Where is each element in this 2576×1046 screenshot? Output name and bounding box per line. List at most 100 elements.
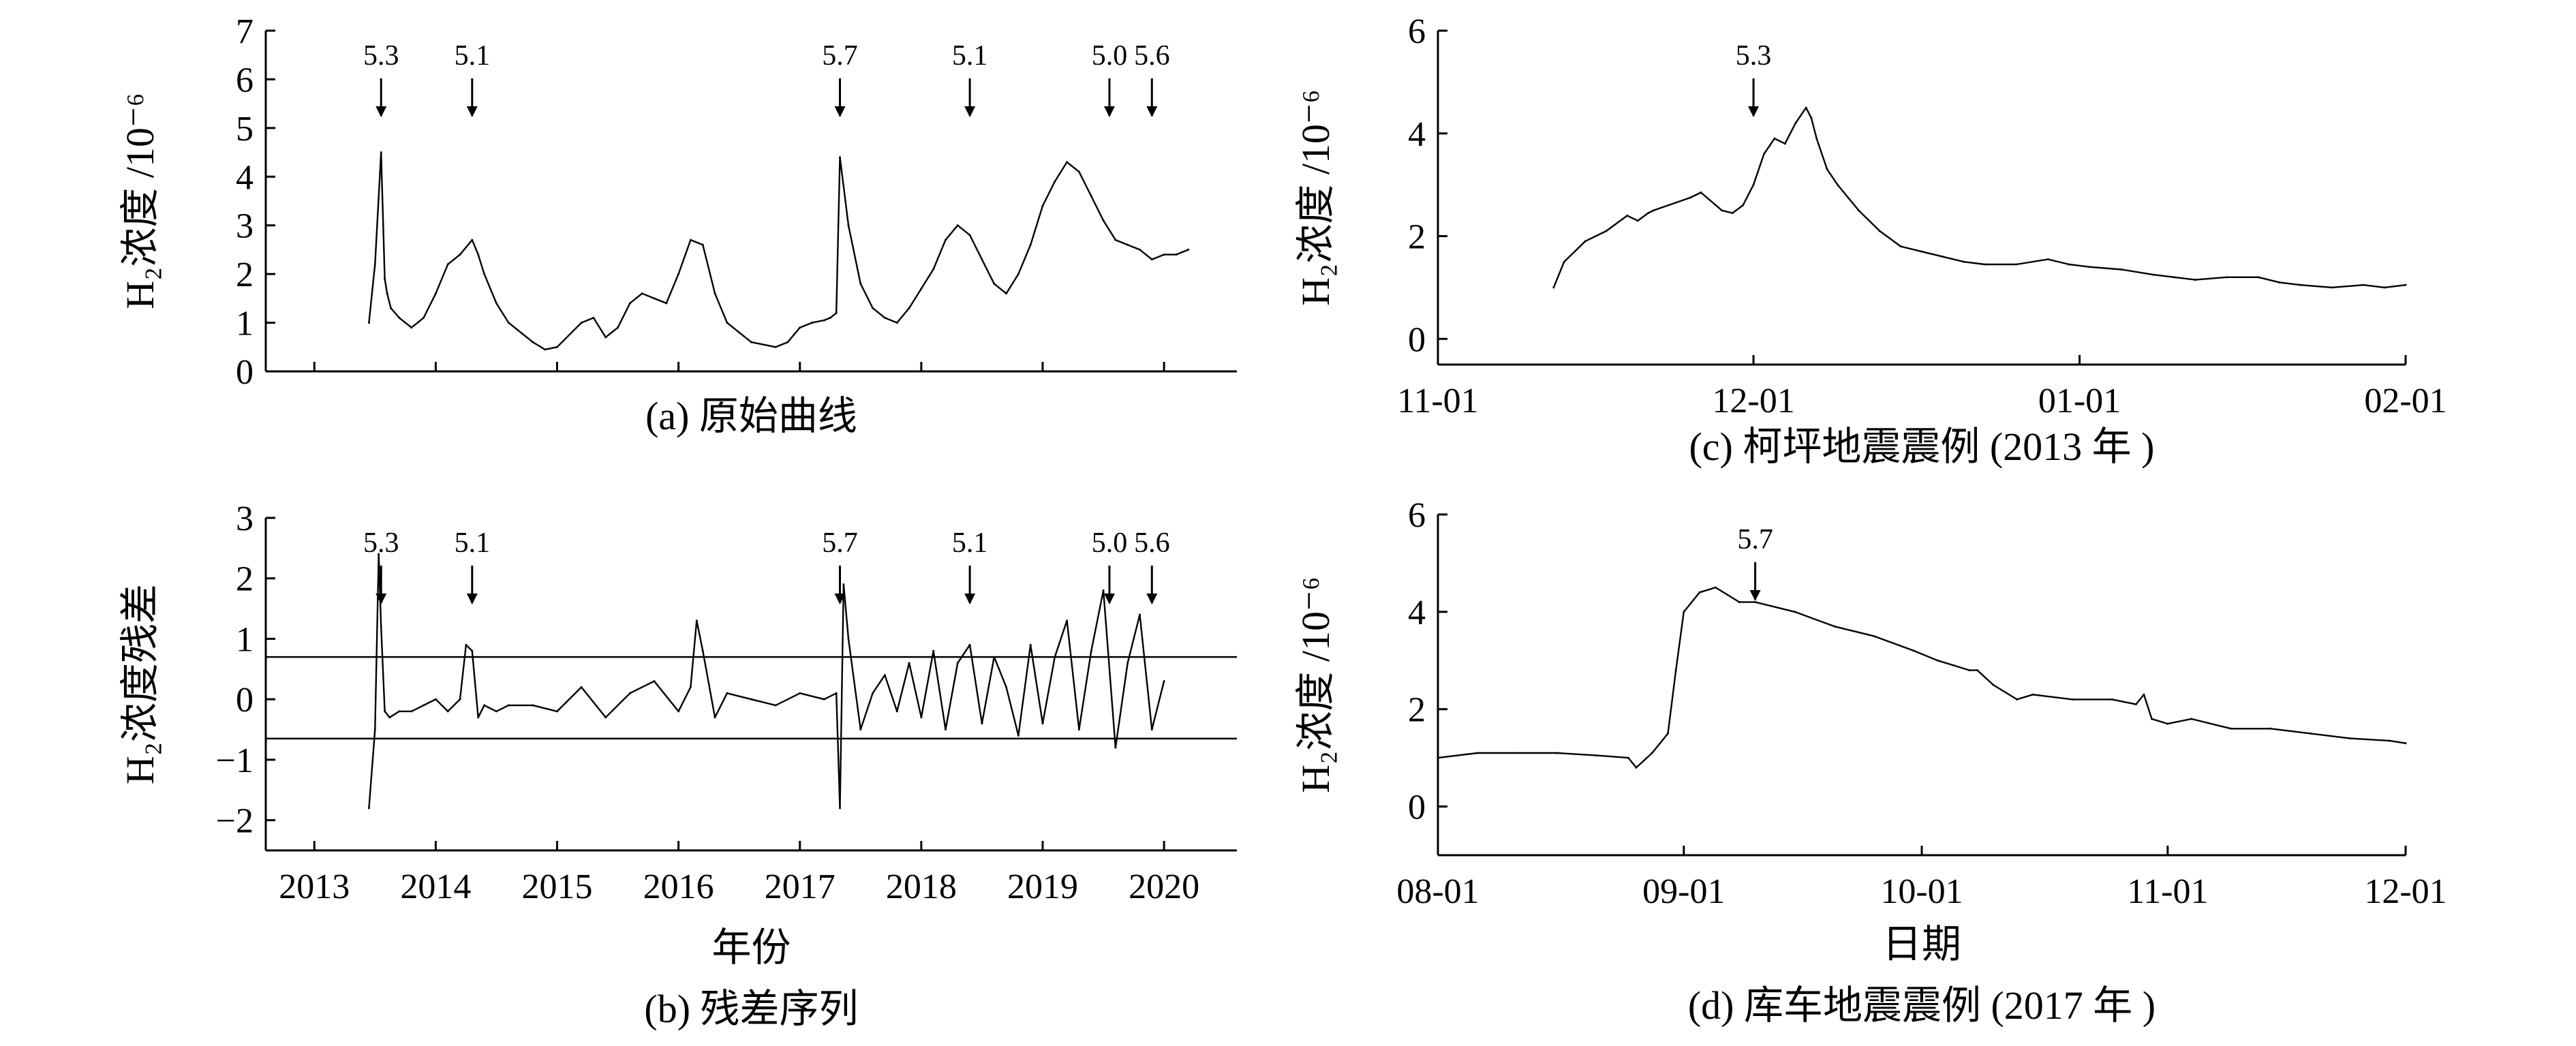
quake-arrow-head [834, 594, 846, 604]
data-point [2278, 281, 2281, 283]
data-point [786, 341, 789, 343]
x-tick-label: 2019 [1007, 867, 1078, 906]
quake-arrow-head [375, 594, 387, 604]
quake-arrow-head [1103, 594, 1115, 604]
data-point [1738, 601, 1741, 604]
y-tick-label: 4 [1408, 594, 1426, 632]
data-point [726, 322, 729, 324]
data-point [446, 263, 449, 266]
data-point [1992, 683, 1995, 686]
data-point [384, 710, 386, 713]
x-tick-label: 02-01 [2364, 382, 2447, 420]
y-axis-title: H₂浓度残差 [118, 584, 162, 784]
data-point [380, 626, 382, 628]
data-point [544, 348, 547, 351]
data-point [847, 224, 850, 227]
quake-magnitude-label: 5.0 [1092, 527, 1128, 559]
chart-b: −2 −1 0 1 2 3 2013 2014 2015 2016 2017 2018 2019 2020… [118, 499, 1237, 1031]
y-axis-title: H₂浓度 /10⁻⁶ [1293, 89, 1338, 306]
data-point [1635, 766, 1638, 769]
data-point [2349, 737, 2352, 740]
data-point [968, 234, 971, 236]
data-point [2362, 283, 2365, 286]
data-point [920, 716, 923, 719]
data-point [556, 710, 558, 713]
data-point [2226, 276, 2228, 279]
data-point [1005, 686, 1008, 688]
panel-caption: (d) 库车地震震例 (2017 年 ) [1688, 983, 2156, 1028]
data-point [384, 277, 386, 280]
y-tick-label: 0 [1408, 788, 1426, 827]
data-point [2389, 739, 2391, 742]
panel-caption: (a) 原始曲线 [645, 394, 857, 438]
data-point [2068, 263, 2070, 266]
quake-arrow-head [834, 106, 846, 117]
x-tick-label: 2020 [1129, 867, 1199, 906]
data-point [1976, 669, 1978, 672]
data-point [1714, 586, 1717, 589]
data-point [859, 728, 862, 731]
data-point [1187, 248, 1190, 251]
data-point [726, 692, 729, 694]
x-tick-label: 2013 [279, 867, 350, 906]
data-point [471, 239, 474, 241]
data-point [2190, 718, 2193, 720]
data-point [410, 326, 413, 329]
quake-magnitude-label: 5.1 [455, 527, 491, 559]
data-point [2404, 742, 2407, 745]
data-point [981, 722, 983, 725]
data-point [483, 273, 486, 275]
data-point [1652, 209, 1655, 212]
data-point [2257, 276, 2260, 279]
data-point [799, 692, 801, 694]
data-point [1066, 161, 1069, 164]
data-point [872, 307, 874, 309]
data-point [2194, 279, 2196, 281]
data-point [434, 698, 437, 701]
data-point [1968, 669, 1971, 672]
data-point [373, 728, 376, 731]
data-point [908, 662, 910, 664]
data-point [811, 322, 814, 324]
quake-arrow-head [1146, 106, 1158, 117]
data-point [750, 341, 752, 343]
quake-magnitude-label: 5.1 [952, 527, 988, 559]
data-point [592, 316, 595, 319]
y-tick-label: 0 [236, 353, 254, 392]
data-point [1942, 256, 1944, 258]
quake-magnitude-label: 5.1 [455, 40, 491, 72]
data-point [378, 553, 380, 555]
data-point [1017, 734, 1019, 737]
data-point [628, 302, 631, 305]
data-point [1963, 260, 1965, 263]
quake-arrow-head [375, 106, 387, 117]
y-tick-label: 6 [1408, 12, 1426, 51]
quake-arrow-head [466, 106, 478, 117]
data-point [883, 674, 886, 677]
data-point [956, 224, 959, 227]
data-point [1595, 754, 1598, 757]
quake-magnitude-label: 5.1 [952, 40, 988, 72]
data-point [1783, 142, 1786, 145]
data-point [1651, 752, 1653, 754]
data-point [895, 710, 898, 713]
x-tick-label: 2014 [400, 867, 471, 906]
data-point [398, 316, 401, 319]
data-point [604, 336, 607, 339]
chart-a: 0 1 2 3 4 5 6 7 5.3 5.1 5.7 5.1 5.0 5.6 H₂浓度 /10⁻⁶ (a) … [118, 12, 1237, 438]
data-point [2015, 263, 2018, 266]
data-point [1878, 230, 1881, 232]
data-point [1066, 619, 1069, 622]
quake-arrow-head [1748, 106, 1760, 117]
data-point [689, 239, 692, 241]
data-point [750, 698, 752, 701]
y-tick-label: 0 [236, 681, 254, 720]
data-point [1794, 611, 1796, 613]
data-point [471, 649, 474, 652]
data-point [1054, 180, 1056, 183]
data-point [1773, 137, 1776, 140]
data-point [1102, 219, 1105, 222]
y-tick-label: 3 [236, 207, 254, 246]
data-point [1605, 230, 1608, 232]
data-point [1698, 591, 1701, 594]
